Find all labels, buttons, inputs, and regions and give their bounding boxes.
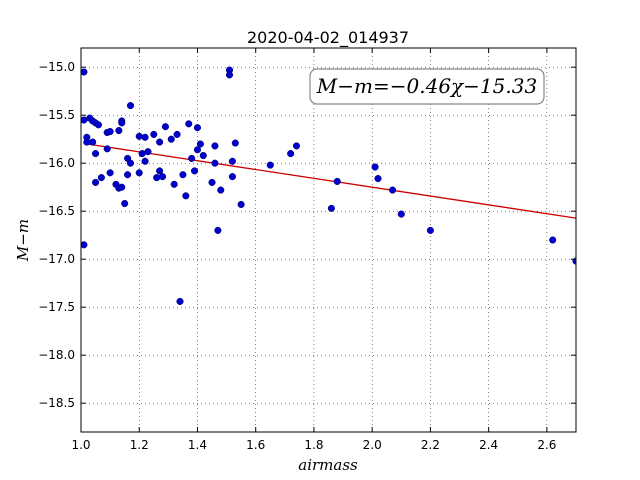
y-tick-label: −15.0 <box>38 60 75 74</box>
data-point <box>292 142 301 150</box>
data-point <box>118 119 126 127</box>
data-point <box>81 241 88 249</box>
x-tick-label: 2.0 <box>363 438 382 452</box>
data-point <box>371 163 379 171</box>
data-point <box>150 130 158 138</box>
y-tick-label: −18.0 <box>38 348 75 362</box>
data-point <box>156 167 164 175</box>
x-axis-label: airmass <box>298 456 358 474</box>
data-point <box>115 127 123 135</box>
data-point <box>214 226 222 234</box>
y-axis-label: M−m <box>14 219 32 262</box>
data-point <box>217 186 225 194</box>
data-point <box>193 124 202 132</box>
data-point <box>106 127 114 136</box>
data-point <box>228 173 236 181</box>
data-point <box>170 180 178 188</box>
axis-ticks: 1.0 1.2 1.4 1.6 1.8 2.0 2.2 2.4 2.6 −15.0 −15.5 −16… <box>38 48 576 452</box>
data-point <box>237 200 245 209</box>
y-tick-label: −18.5 <box>38 396 75 410</box>
data-point <box>211 159 219 167</box>
data-point <box>141 157 149 165</box>
data-point <box>549 236 557 244</box>
data-point <box>196 140 204 148</box>
data-point <box>287 150 295 158</box>
data-point <box>191 167 199 175</box>
data-points <box>81 66 576 305</box>
data-point <box>144 148 152 156</box>
data-point <box>118 183 126 191</box>
data-point <box>135 169 143 177</box>
plot-frame <box>80 47 577 433</box>
y-tick-label: −17.0 <box>38 252 75 266</box>
chart-title: 2020-04-02_014937 <box>247 28 409 48</box>
data-point <box>167 135 175 143</box>
x-tick-label: 2.6 <box>537 438 556 452</box>
data-point <box>126 102 135 110</box>
data-point <box>161 123 169 131</box>
data-point <box>182 192 190 200</box>
fit-annotation-text: M−m=−0.46χ−15.33 <box>316 74 537 98</box>
x-tick-label: 1.0 <box>71 438 90 452</box>
data-point <box>389 186 397 194</box>
data-point <box>327 204 335 212</box>
data-point <box>225 71 234 79</box>
data-point <box>374 175 382 183</box>
data-point <box>199 151 207 160</box>
data-point <box>89 138 97 146</box>
data-point <box>208 178 216 186</box>
x-tick-label: 2.2 <box>421 438 440 452</box>
data-point <box>173 130 181 138</box>
data-point <box>333 177 341 185</box>
data-point <box>266 161 274 169</box>
y-tick-label: −15.5 <box>38 108 75 122</box>
data-point <box>231 139 239 147</box>
data-point <box>124 171 132 179</box>
grid <box>80 48 576 432</box>
x-tick-label: 1.4 <box>188 438 207 452</box>
data-point <box>188 154 196 162</box>
data-point <box>397 210 405 218</box>
data-point <box>156 138 164 146</box>
data-point <box>211 142 219 150</box>
data-point <box>103 145 111 153</box>
x-tick-label: 1.6 <box>246 438 265 452</box>
data-point <box>92 150 100 158</box>
data-point <box>106 169 114 177</box>
data-point <box>176 297 184 305</box>
data-point <box>228 157 236 165</box>
fit-annotation-box <box>309 68 545 105</box>
data-point <box>179 171 187 179</box>
y-tick-label: −16.5 <box>38 204 75 218</box>
data-point <box>193 146 202 154</box>
data-point <box>158 173 167 181</box>
data-point <box>426 226 434 234</box>
data-point <box>185 120 193 128</box>
data-point <box>141 133 149 141</box>
x-tick-label: 1.8 <box>304 438 323 452</box>
data-point <box>81 68 88 76</box>
x-tick-label: 1.2 <box>130 438 149 452</box>
y-tick-label: −16.0 <box>38 156 75 170</box>
fit-annotation: M−m=−0.46χ−15.33 <box>309 68 545 105</box>
data-point <box>94 121 103 129</box>
x-tick-label: 2.4 <box>479 438 498 452</box>
data-point <box>97 174 105 182</box>
data-point <box>121 199 129 208</box>
fit-line <box>83 142 576 219</box>
fit-line-layer <box>83 142 576 219</box>
data-point <box>92 178 100 186</box>
data-point <box>135 132 143 140</box>
data-point <box>126 159 135 167</box>
y-tick-label: −17.5 <box>38 300 75 314</box>
data-point <box>153 174 161 182</box>
